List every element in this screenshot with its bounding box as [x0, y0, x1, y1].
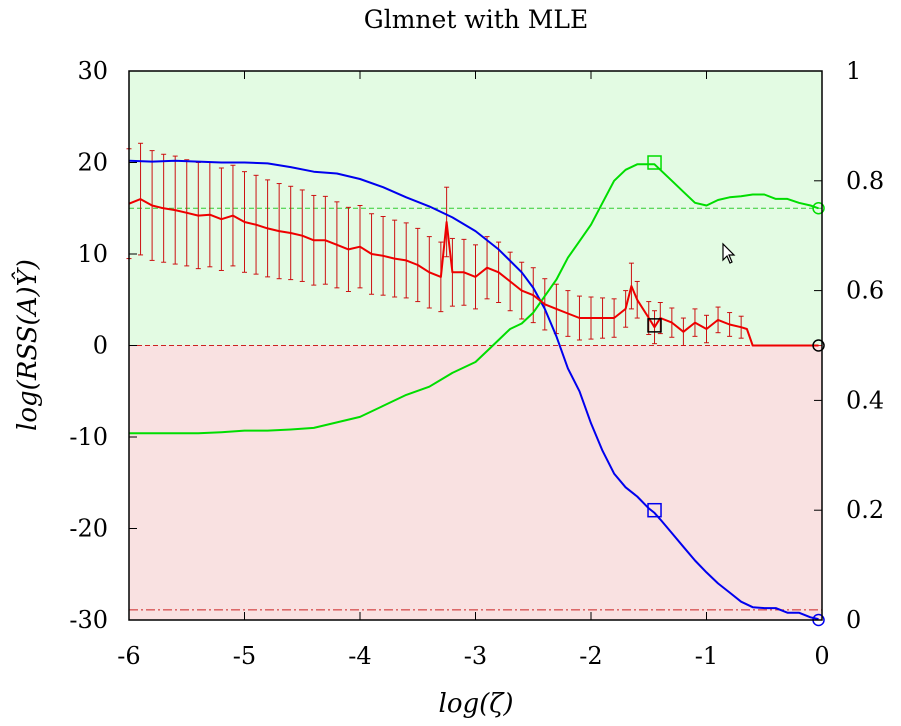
y-tick-label: 30	[77, 57, 108, 85]
series-line-0	[128, 159, 819, 621]
y-tick-label: 20	[77, 149, 108, 177]
x-tick-label: -2	[579, 642, 602, 670]
chart-title: Glmnet with MLE	[364, 5, 589, 34]
y-axis-label: log(RSS(A)Ŷ)	[11, 259, 43, 431]
square-marker-1	[647, 502, 662, 518]
series-line-2	[128, 198, 819, 347]
y-axis-ticks: -30 -20 -10 0 10 20 30	[69, 57, 137, 634]
series-lines	[128, 159, 819, 621]
x-tick-label: 0	[814, 642, 829, 670]
circle-marker-3	[812, 202, 825, 215]
x-tick-label: -6	[117, 642, 140, 670]
mouse-cursor-icon	[722, 242, 736, 264]
x-tick-label: -3	[464, 642, 487, 670]
square-marker-2	[647, 318, 662, 333]
y-tick-label: -30	[69, 606, 108, 634]
circle-marker-4	[812, 339, 825, 352]
series-line-1	[129, 163, 819, 435]
y2-axis-ticks: 0 0.2 0.4 0.6 0.8 1	[814, 57, 884, 634]
x-axis-label: log(ζ)	[439, 689, 514, 719]
point-markers	[647, 155, 825, 627]
x-axis-ticks: -6 -5 -4 -3 -2 -1 0	[117, 71, 830, 670]
y-tick-label: 0	[93, 332, 108, 360]
y2-tick-label: 1	[846, 57, 861, 85]
shaded-region-1	[129, 345, 822, 620]
y2-tick-label: 0	[846, 606, 861, 634]
y-tick-label: 10	[77, 240, 108, 268]
y-tick-label: -10	[69, 423, 108, 451]
x-tick-label: -4	[348, 642, 371, 670]
y2-tick-label: 0.6	[846, 277, 884, 305]
y-tick-label: -20	[69, 515, 108, 543]
y2-tick-label: 0.8	[846, 167, 884, 195]
y2-tick-label: 0.2	[846, 496, 884, 524]
x-tick-label: -5	[233, 642, 256, 670]
y2-tick-label: 0.4	[846, 386, 884, 414]
x-tick-label: -1	[695, 642, 718, 670]
square-marker-0	[647, 155, 662, 170]
